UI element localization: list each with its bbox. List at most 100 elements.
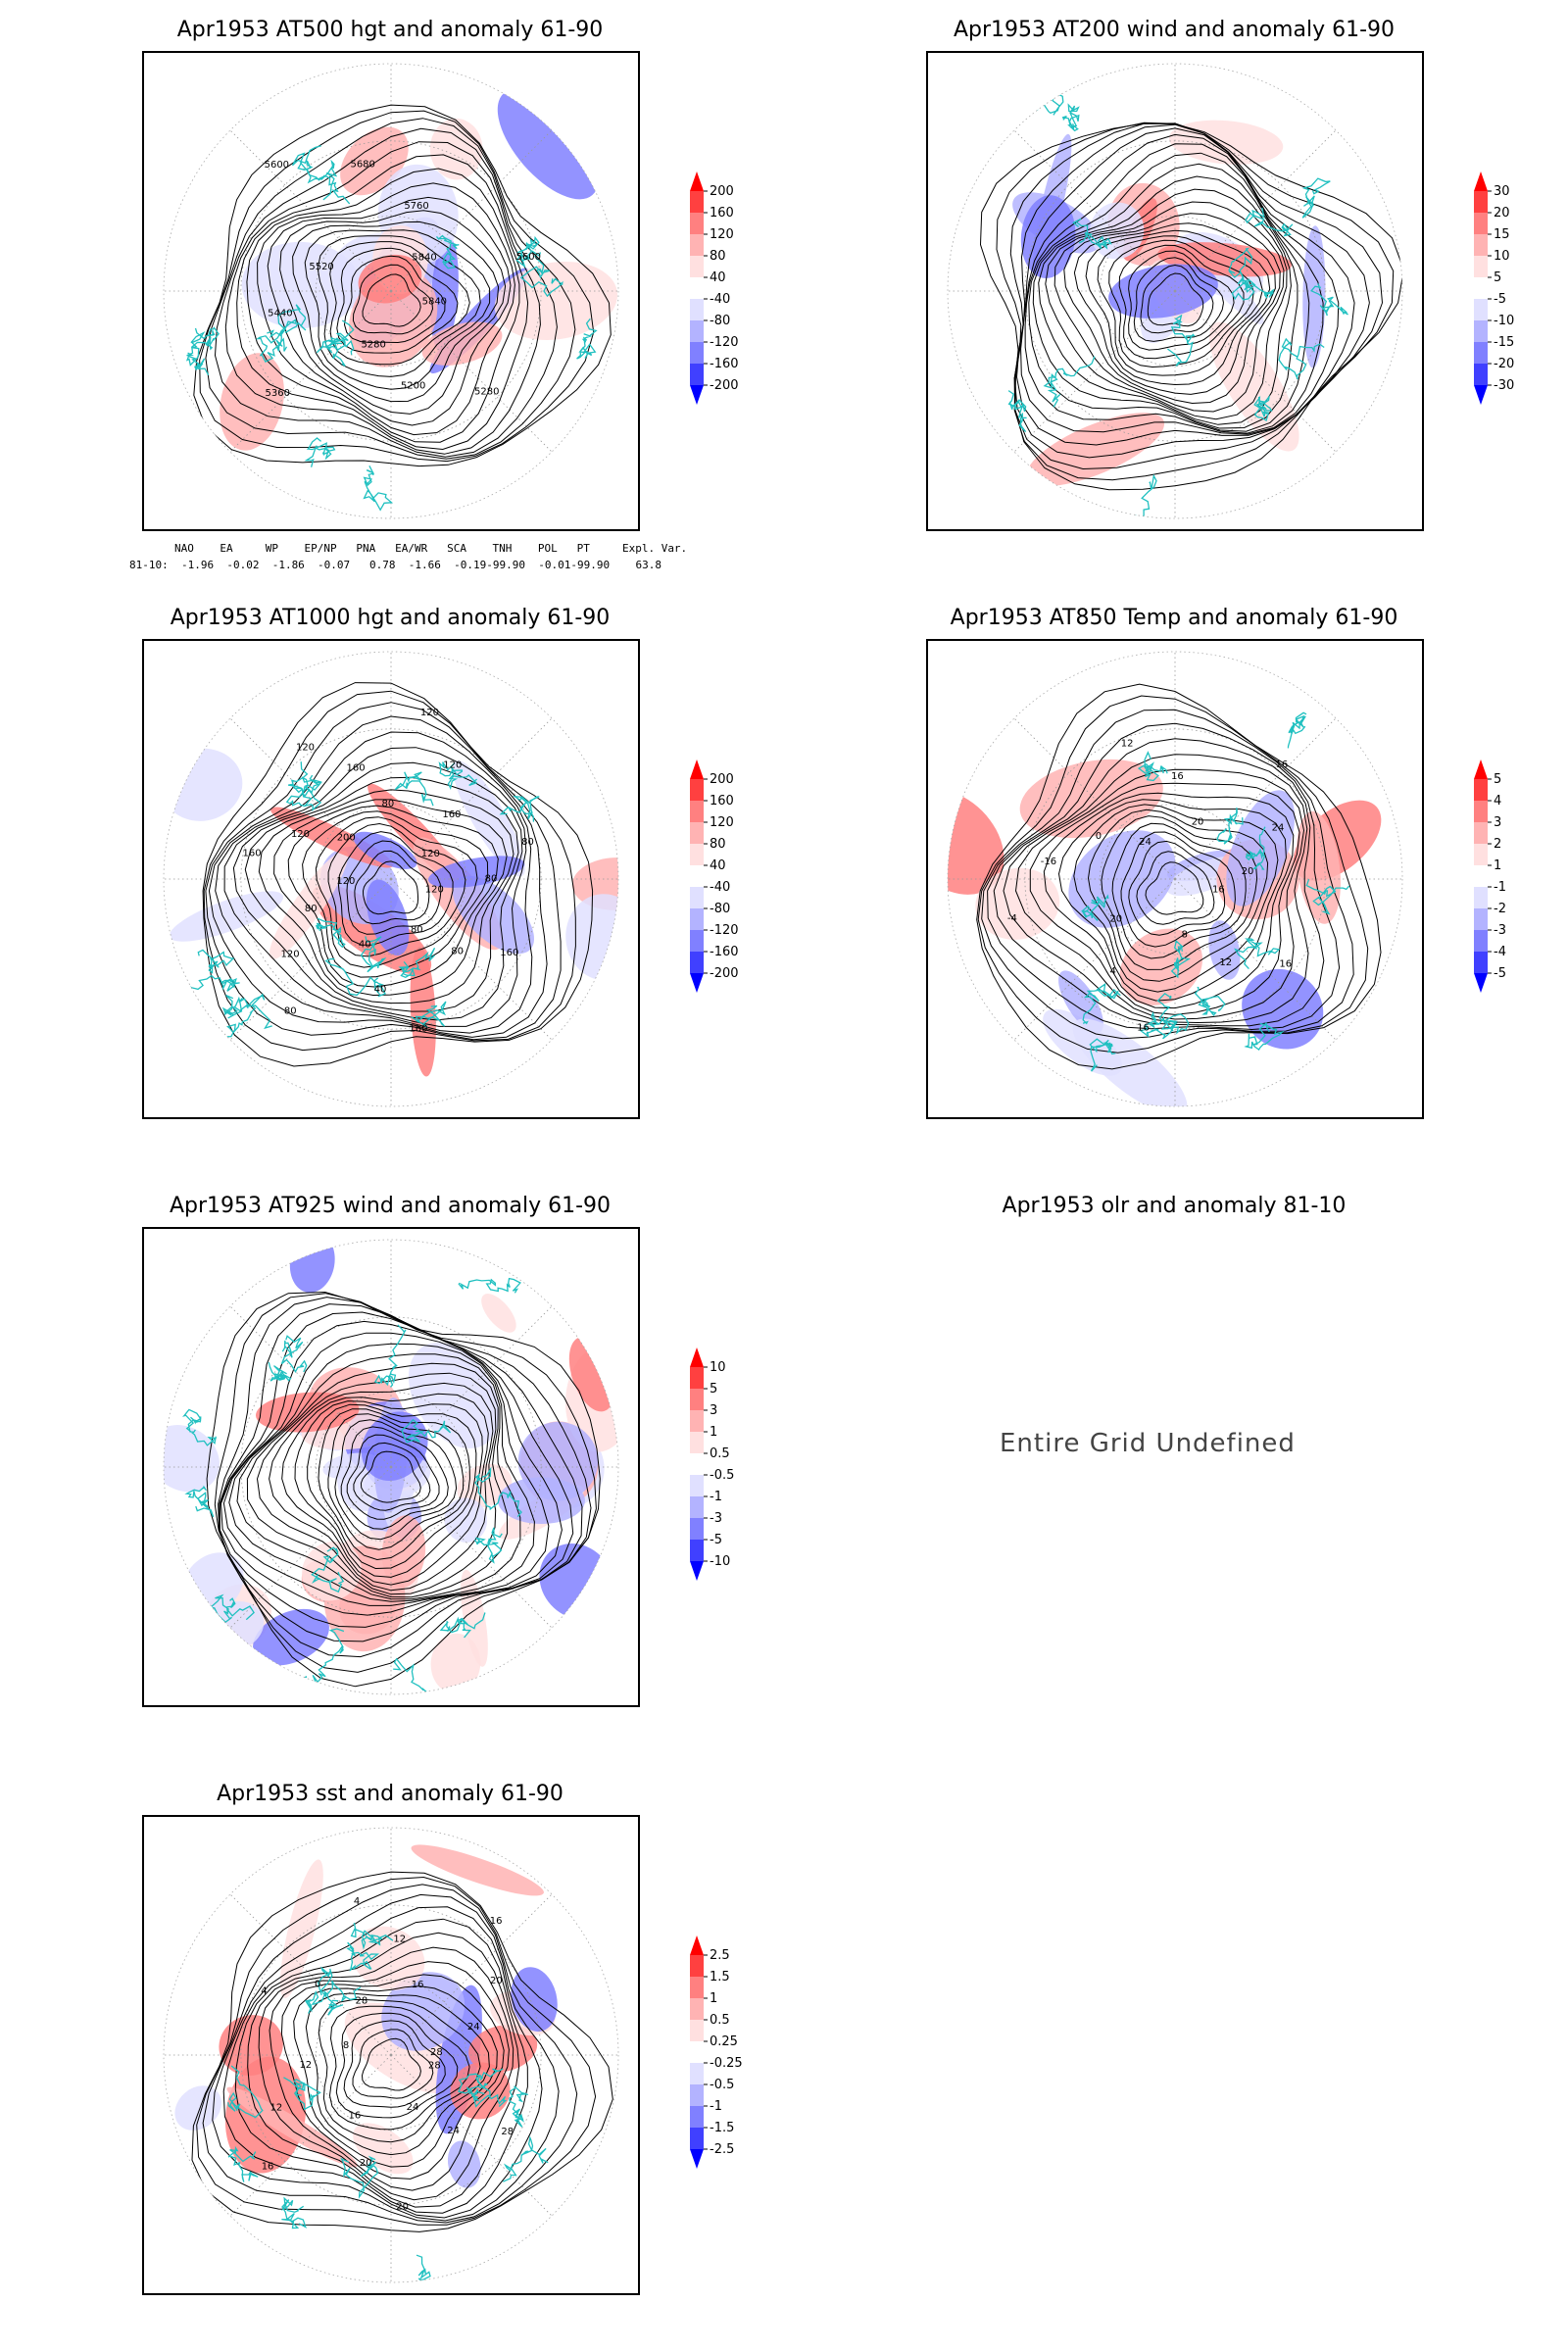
colorbar-label: -1.5 — [710, 2121, 734, 2135]
coastline — [185, 761, 540, 1041]
contour-line — [317, 235, 481, 377]
colorbar-label: -0.25 — [710, 2056, 743, 2071]
anomaly-shading — [241, 241, 361, 329]
anomaly-shading — [408, 1343, 500, 1448]
colorbar-segment — [1474, 952, 1488, 973]
contour-line — [257, 182, 515, 436]
contour-label: 160 — [347, 763, 366, 774]
contour-line — [1133, 257, 1224, 342]
colorbar-label: -40 — [710, 292, 730, 307]
colorbar-label: -4 — [1494, 945, 1506, 959]
contour-label: 8 — [343, 2040, 349, 2051]
contour-line — [981, 709, 1354, 1040]
contour-line — [202, 682, 594, 1067]
colorbar-segment — [690, 1475, 704, 1496]
contour-line — [346, 1434, 440, 1520]
colorbar-label: -5 — [1494, 966, 1506, 981]
colorbar-label: 160 — [710, 794, 734, 808]
colorbar-bottom-arrow — [690, 2149, 704, 2169]
contour-line — [1140, 264, 1214, 334]
anomaly-shading — [430, 1633, 481, 1693]
colorbar-segment — [690, 299, 704, 320]
contour-line — [1120, 831, 1236, 948]
colorbar-segment — [1474, 320, 1488, 342]
contour-label: 8 — [1182, 930, 1188, 941]
colorbar-label: -160 — [710, 945, 739, 959]
contour-line — [279, 210, 507, 415]
colorbar-segment — [690, 865, 704, 887]
colorbar-bottom-arrow — [690, 973, 704, 993]
anomaly-shading — [565, 894, 618, 981]
anomaly-shading — [1058, 970, 1103, 1034]
contour-line — [327, 822, 466, 957]
colorbar-top-arrow — [690, 760, 704, 779]
anomaly-shading — [444, 1497, 488, 1543]
map-p3: 120 160 80 80 160 40 40 80 120 80 120 160 120 200 120 1… — [163, 651, 619, 1107]
contour-label: 24 — [467, 2022, 480, 2033]
colorbar-label: -5 — [1494, 292, 1506, 307]
colorbar-segment — [690, 930, 704, 952]
colorbar-label: 0.25 — [710, 2034, 738, 2049]
contour-line — [205, 702, 562, 1041]
colorbar-label: 10 — [1494, 249, 1510, 264]
anomaly-shading — [353, 2123, 414, 2175]
contour-line — [976, 683, 1382, 1070]
contour-line — [987, 722, 1341, 1031]
colorbar-segment — [690, 1367, 704, 1389]
colorbar-label: 120 — [710, 227, 734, 242]
colorbar-label: 1 — [710, 1425, 717, 1440]
contour-line — [337, 831, 454, 946]
colorbar-label: 20 — [1494, 206, 1510, 220]
contour-line — [293, 1985, 498, 2168]
contour-line — [206, 1291, 601, 1688]
contour-line — [1111, 822, 1247, 959]
contour-line — [212, 1893, 560, 2222]
colorbar-segment — [690, 2041, 704, 2063]
colorbar-segment — [1474, 865, 1488, 887]
colorbar-top-arrow — [1474, 172, 1488, 191]
colorbar-p2: 30 20 15 10 5 -5 -10 -15 -20 -30 — [1470, 172, 1558, 446]
colorbar-label: -1 — [710, 2099, 722, 2114]
contour-line — [1097, 235, 1263, 376]
map-frame-p4: 16 16 12 8 16 4 20 -4 -16 0 24 12 16 20 16 24 20 — [926, 639, 1424, 1119]
map-frame-p5 — [142, 1227, 640, 1707]
colorbar-segment — [1474, 801, 1488, 822]
contour-label: 12 — [1219, 957, 1232, 968]
anomaly-shading — [948, 789, 1004, 895]
contour-label: 4 — [1110, 966, 1116, 977]
contour-label: -16 — [1041, 857, 1056, 867]
anomaly-shading — [169, 891, 284, 942]
contour-label: 4 — [261, 1985, 267, 1996]
contour-line — [193, 104, 612, 467]
contour-label: -4 — [1007, 913, 1017, 924]
contour-line — [1029, 782, 1300, 1015]
contour-label: 20 — [1242, 866, 1254, 877]
anomaly-shading — [219, 2015, 283, 2077]
map-p7: 28 28 24 24 20 20 16 16 12 12 8 4 0 28 4 12 16 16 20 24 28 — [163, 1827, 619, 2283]
colorbar-label: 2.5 — [710, 1948, 730, 1963]
contour-line — [222, 1332, 550, 1606]
contour-label: 16 — [1279, 958, 1292, 969]
contour-label: 120 — [420, 708, 439, 718]
contour-line — [214, 1293, 597, 1673]
contour-line — [304, 229, 491, 390]
contour-label: 120 — [336, 876, 355, 887]
contour-label: 5840 — [422, 297, 447, 308]
contour-label: 0 — [1096, 831, 1102, 842]
map-p2 — [947, 63, 1403, 519]
colorbar-label: 200 — [710, 184, 734, 199]
colorbar-segment — [1474, 213, 1488, 234]
panel-title-p6: Apr1953 olr and anomaly 81-10 — [1002, 1194, 1347, 1218]
contour-line — [273, 799, 508, 997]
contour-line — [269, 1382, 494, 1592]
contour-line — [1136, 851, 1215, 925]
contour-line — [1087, 808, 1269, 982]
colorbar-label: 120 — [710, 815, 734, 830]
contour-line — [1015, 127, 1355, 446]
panel-title-p1: Apr1953 AT500 hgt and anomaly 61-90 — [176, 18, 604, 42]
colorbar-label: 200 — [710, 772, 734, 787]
contour-label: 120 — [425, 885, 444, 896]
contour-label: 20 — [396, 2201, 409, 2212]
contour-line — [287, 805, 499, 988]
colorbar-label: 30 — [1494, 184, 1510, 199]
